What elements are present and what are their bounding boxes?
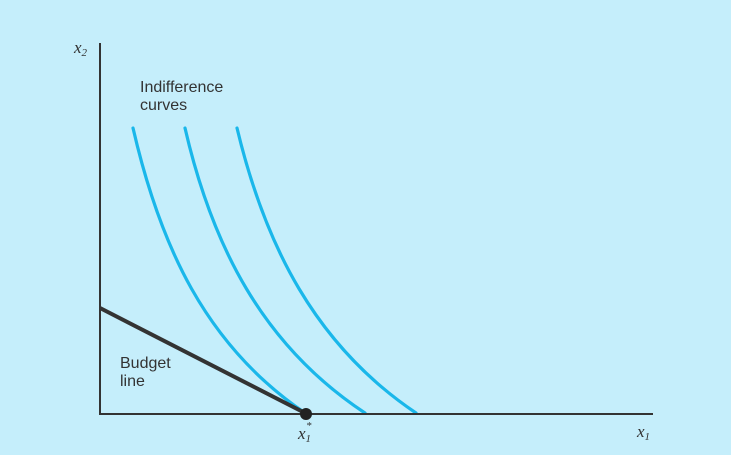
curves-label-line1: Indifference: [140, 79, 223, 96]
indifference-curve-1: [131, 126, 307, 415]
y-axis-label-sub: 2: [82, 47, 88, 59]
optimum-point: [300, 408, 312, 420]
budget-label-line2: line: [120, 373, 145, 390]
optimum-label: x1*: [297, 420, 312, 445]
indifference-curve-2: [183, 126, 367, 415]
y-axis-label-var: x: [73, 38, 82, 57]
x-axis-label-var: x: [636, 422, 645, 441]
optimum-label-sup: *: [306, 420, 312, 432]
budget-label-line1: Budget: [120, 355, 171, 372]
optimum-label-sub: 1: [306, 433, 312, 445]
optimum-label-var: x: [297, 424, 306, 443]
y-axis-label: x2: [73, 38, 88, 59]
curves-label-line2: curves: [140, 97, 187, 114]
x-axis-label: x1: [636, 422, 650, 443]
budget-line: [99, 306, 306, 415]
x-axis-label-sub: 1: [645, 431, 651, 443]
indifference-curve-3: [235, 126, 418, 415]
